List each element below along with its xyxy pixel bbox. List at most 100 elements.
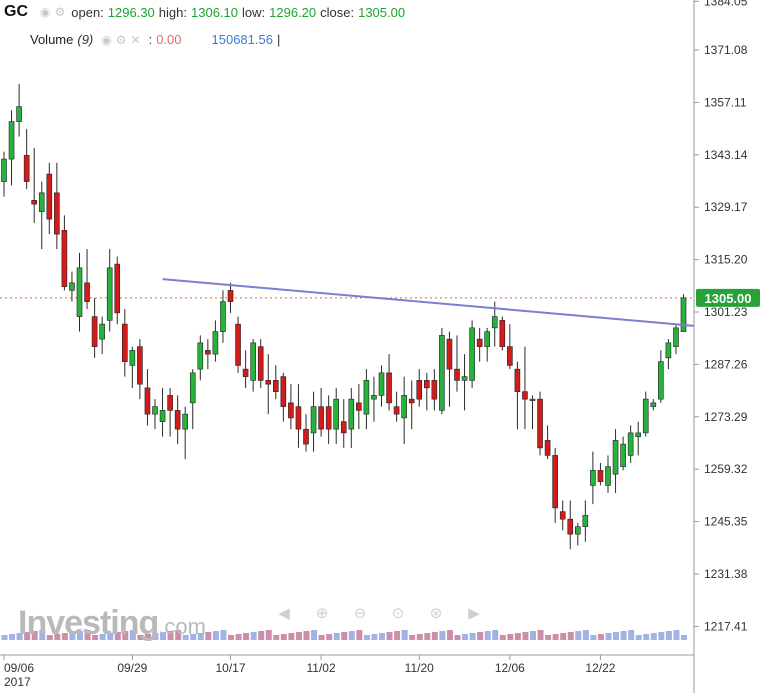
volume-bar	[303, 631, 310, 640]
candle-down	[522, 391, 528, 400]
volume-bar	[39, 630, 46, 640]
volume-bar	[567, 632, 574, 640]
volume-bar	[628, 630, 635, 640]
volume-bar	[507, 634, 514, 640]
gear-icon[interactable]: ⚙	[54, 5, 66, 19]
candle-up	[189, 372, 196, 404]
volume-bar	[454, 635, 461, 640]
candle-down	[499, 320, 506, 347]
candle-down	[295, 406, 302, 430]
candle-up	[491, 316, 498, 329]
volume-bar	[1, 635, 8, 640]
candle-up	[635, 432, 642, 437]
candle-down	[423, 380, 430, 389]
volume-bar	[31, 631, 38, 640]
y-tick-label: 1287.26	[704, 357, 748, 371]
current-price-label: 1305.00	[705, 291, 752, 306]
candle-down	[54, 192, 60, 235]
volume-bar	[144, 634, 151, 640]
volume-bar	[92, 635, 99, 640]
volume-bar	[61, 633, 68, 640]
candle-up	[152, 406, 158, 415]
candle-up	[574, 526, 581, 535]
ohlc-header: GC ◉ ⚙ open: 1296.30 high: 1306.10 low: …	[4, 3, 405, 21]
volume-bar	[658, 632, 665, 640]
volume-bar	[545, 635, 552, 640]
volume-bar	[605, 633, 612, 640]
candle-up	[401, 395, 407, 419]
candle-down	[318, 406, 324, 430]
candle-up	[484, 331, 491, 347]
volume-bar	[318, 635, 325, 640]
logo-brand: Investing	[18, 604, 159, 642]
volume-bar	[122, 631, 129, 640]
volume-bar	[590, 635, 597, 640]
candle-up	[8, 121, 15, 160]
volume-bar	[311, 630, 318, 640]
volume-bar	[220, 630, 227, 640]
trendline-layer	[162, 278, 695, 327]
volume-bar	[190, 634, 197, 640]
candle-down	[167, 395, 173, 411]
y-tick-label: 1231.38	[704, 567, 748, 581]
candle-down	[122, 323, 128, 362]
candle-up	[250, 342, 256, 381]
zoom-fit-icon[interactable]: ⊛	[430, 604, 443, 622]
arrow-left-icon[interactable]: ◀	[278, 604, 290, 622]
zoom-in-icon[interactable]: ⊕	[316, 604, 329, 622]
volume-bar	[24, 632, 31, 640]
zoom-reset-icon[interactable]: ⊙	[392, 604, 405, 622]
volume-value-2: 150681.56	[211, 32, 273, 47]
candle-down	[446, 338, 453, 370]
open-label: open:	[71, 4, 104, 20]
candle-down	[552, 455, 558, 509]
candle-down	[174, 410, 181, 430]
candle-down	[303, 428, 309, 445]
close-icon[interactable]: ✕	[130, 32, 141, 47]
candle-up	[16, 106, 22, 122]
close-label: close:	[320, 4, 355, 20]
candle-up	[310, 406, 317, 434]
volume-bar	[446, 630, 453, 640]
volume-bar	[243, 633, 250, 640]
eye-icon[interactable]: ◉	[101, 32, 112, 47]
candle-down	[280, 376, 287, 407]
volume-bar	[409, 635, 416, 640]
candle-down	[31, 200, 38, 205]
current-price-tag	[696, 288, 760, 307]
candle-up	[461, 376, 468, 381]
candle-up	[582, 515, 589, 527]
x-tick-label: 09/29	[117, 661, 147, 675]
candle-down	[559, 511, 566, 520]
y-tick-label: 1343.14	[704, 148, 748, 162]
volume-bar	[129, 630, 136, 640]
volume-bar	[537, 630, 544, 640]
candle-down	[416, 380, 423, 400]
volume-bar	[273, 635, 280, 640]
candle-down	[567, 518, 574, 535]
candle-down	[325, 406, 332, 430]
arrow-right-icon[interactable]: ▶	[468, 604, 480, 622]
candle-up	[680, 297, 687, 332]
x-tick-label: 09/06	[4, 661, 34, 675]
candle-down	[393, 406, 400, 415]
volume-bar	[356, 630, 363, 640]
gear-icon[interactable]: ⚙	[115, 32, 127, 47]
candle-up	[1, 158, 7, 182]
candle-up	[658, 361, 664, 400]
x-tick-label: 12/22	[585, 661, 615, 675]
candle-up	[529, 398, 536, 401]
volume-bar	[597, 634, 604, 640]
volume-bar	[205, 632, 212, 640]
candle-down	[235, 323, 241, 366]
zoom-out-icon[interactable]: ⊖	[354, 604, 367, 622]
candle-down	[137, 346, 143, 385]
candle-up	[348, 398, 355, 430]
x-tick-label: 12/06	[495, 661, 525, 675]
volume-bar	[620, 631, 627, 640]
eye-icon[interactable]: ◉	[40, 5, 51, 19]
y-tick-label: 1371.08	[704, 43, 748, 57]
volume-bar	[46, 635, 53, 640]
